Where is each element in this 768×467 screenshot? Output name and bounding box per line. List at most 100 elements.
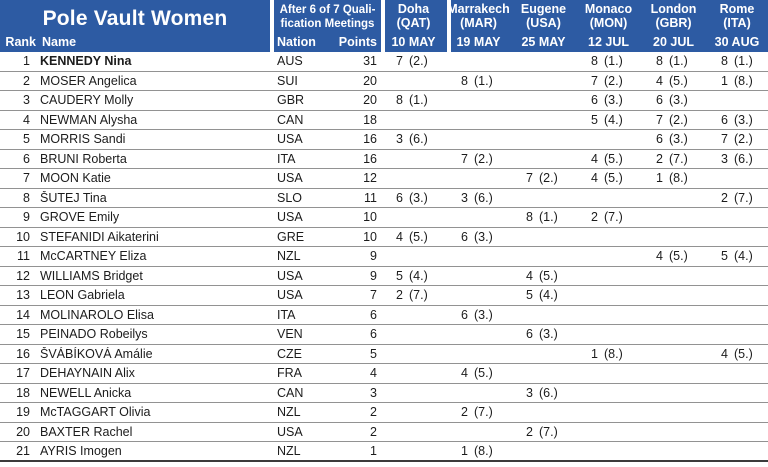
points-cell: 31 [363,54,377,69]
result-cell-monaco [576,366,641,380]
result-cell-london: 4 (5.) [656,249,688,264]
result-cell-eugene: 5 (4.) [526,288,558,303]
column-labels-row: Rank Name Nation Points 10 MAY 19 MAY 25… [0,35,768,49]
points-cell: 7 [370,288,377,303]
result-cell-rome: 3 (6.) [721,151,753,166]
result-cell-rome: 4 (5.) [721,346,753,361]
result-cell-doha: 3 (6.) [396,132,428,147]
result-cell-marrakech [446,288,511,302]
table-row: 11 McCARTNEY Eliza NZL 9 4 (5.) 5 (4.) [0,247,768,267]
result-cell-eugene [511,93,576,107]
header-divider [447,0,451,52]
result-cell-london: 2 (7.) [656,151,688,166]
result-cell-monaco [576,386,641,400]
result-cell-doha [381,444,446,458]
result-cell-london [641,366,706,380]
header-divider [270,0,274,52]
result-cell-marrakech [446,347,511,361]
name-cell: GROVE Emily [40,210,120,225]
page-title: Pole Vault Women [42,6,228,30]
rank-cell: 12 [16,268,30,283]
table-row: 17 DEHAYNAIN Alix FRA 4 4 (5.) [0,364,768,384]
result-cell-doha [381,405,446,419]
result-cell-doha [381,249,446,263]
result-cell-london [641,288,706,302]
points-cell: 18 [363,112,377,127]
rank-cell: 10 [16,229,30,244]
name-cell: NEWELL Anicka [40,385,132,400]
result-cell-london: 1 (8.) [656,171,688,186]
result-cell-rome [706,386,768,400]
result-cell-doha [381,386,446,400]
nation-cell: NZL [277,405,301,420]
points-cell: 3 [370,385,377,400]
result-cell-doha [381,210,446,224]
result-cell-rome: 8 (1.) [721,54,753,69]
rank-cell: 15 [16,327,30,342]
result-cell-london [641,347,706,361]
result-cell-rome [706,288,768,302]
points-cell: 2 [370,424,377,439]
result-cell-rome: 2 (7.) [721,190,753,205]
rank-cell: 20 [16,424,30,439]
nation-cell: GBR [277,93,305,108]
result-cell-london [641,230,706,244]
table-row: 14 MOLINAROLO Elisa ITA 6 6 (3.) [0,306,768,325]
table-row: 19 McTAGGART Olivia NZL 2 2 (7.) [0,403,768,423]
points-cell: 2 [370,405,377,420]
table-row: 3 CAUDERY Molly GBR 20 8 (1.) 6 (3.) 6 (3.) [0,91,768,111]
nation-cell: AUS [277,54,303,69]
points-cell: 11 [364,190,377,205]
points-cell: 16 [363,151,377,166]
result-cell-rome [706,210,768,224]
name-cell: AYRIS Imogen [40,443,122,458]
result-cell-monaco: 5 (4.) [591,112,623,127]
result-cell-rome [706,308,768,322]
rank-cell: 16 [16,346,30,361]
table-row: 2 MOSER Angelica SUI 20 8 (1.) 7 (2.) 4 (5.… [0,72,768,91]
result-cell-eugene: 8 (1.) [526,210,558,225]
name-cell: NEWMAN Alysha [40,112,138,127]
rank-cell: 7 [23,171,30,186]
result-cell-monaco: 2 (7.) [591,210,623,225]
result-cell-doha [381,425,446,439]
column-label-points: Points [338,35,377,49]
result-cell-monaco [576,249,641,263]
result-cell-marrakech: 6 (3.) [461,307,493,322]
result-cell-doha [381,327,446,341]
result-cell-marrakech [446,132,511,146]
result-cell-monaco [576,405,641,419]
result-cell-london [641,210,706,224]
result-cell-marrakech [446,210,511,224]
result-cell-london [641,269,706,283]
rank-cell: 14 [16,307,30,322]
name-cell: WILLIAMS Bridget [40,268,143,283]
result-cell-eugene [511,132,576,146]
result-cell-marrakech: 2 (7.) [461,405,493,420]
qualification-status-line1: After 6 of 7 Quali- [279,4,376,16]
result-cell-doha [381,113,446,127]
nation-cell: SLO [277,190,303,205]
name-cell: STEFANIDI Aikaterini [40,229,159,244]
result-cell-doha: 4 (5.) [396,229,428,244]
result-cell-london [641,308,706,322]
result-cell-eugene: 3 (6.) [526,385,558,400]
result-cell-rome [706,425,768,439]
result-cell-monaco: 7 (2.) [591,73,623,88]
nation-cell: VEN [277,327,303,342]
points-cell: 5 [370,346,377,361]
points-cell: 10 [363,210,377,225]
meeting-header-eugene: Eugene (USA) [520,2,567,30]
result-cell-doha: 2 (7.) [396,288,428,303]
result-cell-rome [706,269,768,283]
result-cell-marrakech [446,425,511,439]
result-cell-monaco [576,191,641,205]
nation-cell: FRA [277,366,302,381]
result-cell-rome [706,444,768,458]
result-cell-rome [706,366,768,380]
table-row: 8 ŠUTEJ Tina SLO 11 6 (3.) 3 (6.) 2 (7.) [0,189,768,208]
rank-cell: 4 [23,112,30,127]
name-cell: LEON Gabriela [40,288,125,303]
result-cell-rome: 6 (3.) [721,112,753,127]
result-cell-eugene: 7 (2.) [526,171,558,186]
